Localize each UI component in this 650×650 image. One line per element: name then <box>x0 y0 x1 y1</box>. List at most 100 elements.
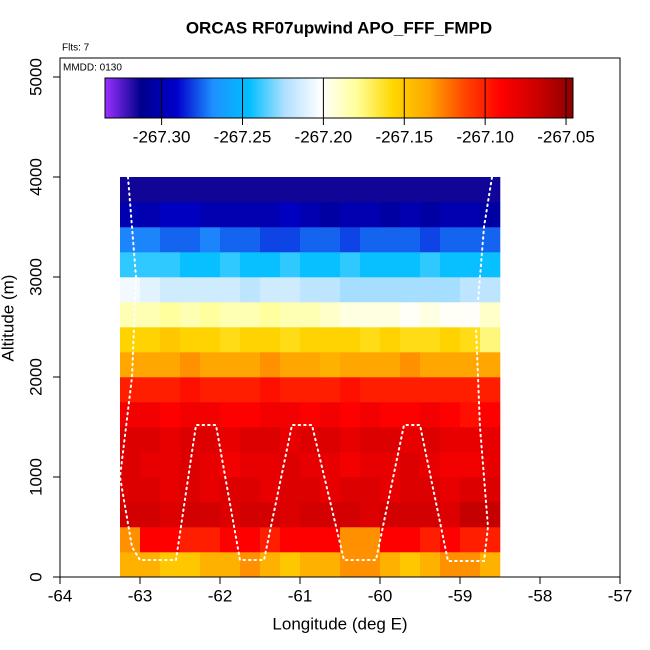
heatmap-cell <box>140 252 161 278</box>
heatmap-cell <box>260 202 281 228</box>
heatmap-cell <box>420 502 441 528</box>
heatmap-cell <box>280 302 301 328</box>
heatmap-cell <box>300 377 321 403</box>
heatmap-cell <box>200 202 221 228</box>
heatmap-cell <box>400 527 421 553</box>
heatmap-cell <box>340 227 361 253</box>
heatmap-cell <box>180 552 201 578</box>
heatmap-cell <box>180 452 201 478</box>
heatmap-cell <box>360 477 381 503</box>
heatmap-cell <box>420 552 441 578</box>
heatmap-cell <box>480 427 501 453</box>
heatmap-cell <box>480 477 501 503</box>
heatmap-cell <box>480 327 501 353</box>
heatmap-cell <box>180 302 201 328</box>
heatmap-cell <box>340 352 361 378</box>
heatmap-cell <box>260 477 281 503</box>
heatmap-cell <box>140 277 161 303</box>
heatmap-cell <box>220 402 241 428</box>
heatmap-cell <box>160 177 181 203</box>
heatmap-cell <box>220 452 241 478</box>
heatmap-cell <box>120 227 141 253</box>
heatmap-cell <box>120 302 141 328</box>
heatmap-cell <box>260 177 281 203</box>
heatmap-cell <box>120 352 141 378</box>
heatmap-cell <box>480 202 501 228</box>
heatmap-cell <box>460 427 481 453</box>
heatmap-cell <box>220 227 241 253</box>
heatmap-cell <box>300 502 321 528</box>
heatmap-cell <box>400 352 421 378</box>
heatmap-cell <box>260 527 281 553</box>
heatmap-cell <box>240 202 261 228</box>
heatmap-cell <box>200 227 221 253</box>
heatmap-cell <box>340 477 361 503</box>
overlay: -64 -63 -62 -61 -60 -59 -58 -57 0 1000 2000 3000 400… <box>26 57 632 605</box>
heatmap-cell <box>340 427 361 453</box>
date-note: MMDD: 0130 <box>63 63 122 74</box>
heatmap-cell <box>440 427 461 453</box>
heatmap-cell <box>440 202 461 228</box>
heatmap-cell <box>480 402 501 428</box>
heatmap-cell <box>240 427 261 453</box>
heatmap-cell <box>280 277 301 303</box>
heatmap-cell <box>200 552 221 578</box>
heatmap-cell <box>320 527 341 553</box>
x-tick-label: -64 <box>48 586 73 605</box>
heatmap-cell <box>280 327 301 353</box>
heatmap-cell <box>160 352 181 378</box>
x-tick-label: -61 <box>288 586 313 605</box>
colorbar-tick-label: -267.20 <box>295 127 353 146</box>
heatmap-cell <box>380 327 401 353</box>
heatmap-cell <box>400 227 421 253</box>
heatmap-cell <box>240 502 261 528</box>
heatmap-cell <box>460 252 481 278</box>
heatmap-cell <box>260 327 281 353</box>
x-tick-label: -58 <box>528 586 553 605</box>
heatmap-cell <box>440 552 461 578</box>
heatmap-cell <box>460 527 481 553</box>
heatmap-cell <box>220 202 241 228</box>
heatmap-cell <box>220 177 241 203</box>
heatmap-cell <box>220 377 241 403</box>
heatmap-cell <box>420 302 441 328</box>
heatmap-cell <box>320 352 341 378</box>
heatmap-cell <box>400 427 421 453</box>
y-tick-label: 3000 <box>26 258 45 296</box>
heatmap-cell <box>180 527 201 553</box>
heatmap-cell <box>320 552 341 578</box>
heatmap-cell <box>240 352 261 378</box>
heatmap-cell <box>160 527 181 553</box>
heatmap-cell <box>200 427 221 453</box>
heatmap-cell <box>220 477 241 503</box>
heatmap-cell <box>320 377 341 403</box>
heatmap-cell <box>160 477 181 503</box>
y-tick-label: 2000 <box>26 358 45 396</box>
heatmap-cell <box>200 177 221 203</box>
heatmap-cell <box>200 327 221 353</box>
heatmap-cell <box>320 227 341 253</box>
heatmap-cell <box>400 452 421 478</box>
heatmap-cell <box>120 452 141 478</box>
heatmap-cell <box>380 527 401 553</box>
x-axis-label: Longitude (deg E) <box>272 614 407 633</box>
heatmap-cell <box>120 277 141 303</box>
heatmap-cell <box>480 302 501 328</box>
heatmap-cell <box>460 352 481 378</box>
heatmap-cell <box>300 352 321 378</box>
heatmap-cell <box>420 177 441 203</box>
heatmap-cell <box>360 327 381 353</box>
heatmap-cell <box>360 252 381 278</box>
heatmap-cell <box>120 477 141 503</box>
heatmap-cell <box>420 377 441 403</box>
heatmap-cell <box>140 352 161 378</box>
heatmap-cell <box>120 252 141 278</box>
heatmap-cell <box>360 427 381 453</box>
heatmap-cell <box>260 552 281 578</box>
heatmap-cell <box>420 402 441 428</box>
heatmap-cell <box>300 277 321 303</box>
heatmap-cell <box>380 477 401 503</box>
colorbar <box>104 77 574 119</box>
heatmap-cell <box>480 552 501 578</box>
